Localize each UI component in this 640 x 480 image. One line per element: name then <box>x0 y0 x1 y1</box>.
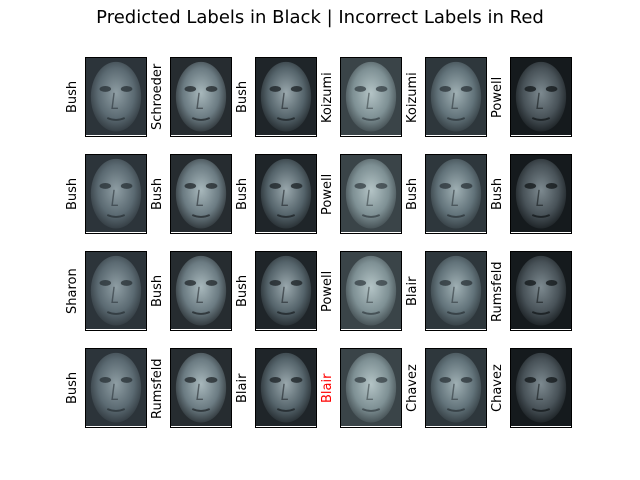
face-panel <box>85 348 147 428</box>
predicted-label: Bush <box>235 274 250 307</box>
predicted-label: Sharon <box>65 268 80 314</box>
face-panel <box>255 348 317 428</box>
face-panel <box>340 57 402 137</box>
chart-title: Predicted Labels in Black | Incorrect La… <box>96 7 544 28</box>
face-image <box>86 252 146 330</box>
face-panel <box>85 251 147 331</box>
face-panel <box>425 348 487 428</box>
predicted-label: Rumsfeld <box>150 357 165 419</box>
face-panel <box>510 348 572 428</box>
face-image <box>171 252 231 330</box>
predicted-label: Bush <box>65 371 80 404</box>
face-panel <box>170 251 232 331</box>
face-image <box>426 252 486 330</box>
predicted-label: Powell <box>490 76 505 118</box>
face-image <box>171 155 231 233</box>
face-image <box>171 58 231 136</box>
predicted-label: Powell <box>320 173 335 215</box>
face-panel <box>170 154 232 234</box>
face-image <box>86 155 146 233</box>
face-panel <box>425 251 487 331</box>
predicted-label: Schroeder <box>150 63 165 130</box>
predicted-label: Blair <box>405 276 420 306</box>
face-image <box>86 58 146 136</box>
face-panel <box>340 154 402 234</box>
face-panel <box>510 154 572 234</box>
predicted-label: Bush <box>235 80 250 113</box>
predicted-label: Koizumi <box>320 71 335 123</box>
face-image <box>511 349 571 427</box>
face-image <box>341 252 401 330</box>
predicted-label: Bush <box>235 177 250 210</box>
face-image <box>86 349 146 427</box>
face-image <box>341 58 401 136</box>
face-image <box>256 58 316 136</box>
face-image <box>341 155 401 233</box>
face-panel <box>255 57 317 137</box>
face-panel <box>85 154 147 234</box>
face-image <box>426 155 486 233</box>
predicted-label: Chavez <box>490 364 505 412</box>
predicted-label: Blair <box>235 373 250 403</box>
predicted-label: Blair <box>320 373 335 403</box>
face-panel <box>255 251 317 331</box>
predicted-label: Bush <box>405 177 420 210</box>
predicted-label: Koizumi <box>405 71 420 123</box>
predicted-label: Rumsfeld <box>490 260 505 322</box>
face-image <box>426 58 486 136</box>
face-image <box>256 252 316 330</box>
predicted-label: Chavez <box>405 364 420 412</box>
face-panel <box>255 154 317 234</box>
predicted-label: Bush <box>65 80 80 113</box>
face-image <box>426 349 486 427</box>
face-image <box>171 349 231 427</box>
predicted-label: Bush <box>150 177 165 210</box>
face-panel <box>425 154 487 234</box>
predicted-label: Powell <box>320 270 335 312</box>
face-image <box>511 155 571 233</box>
face-panel <box>340 251 402 331</box>
face-panel <box>85 57 147 137</box>
face-panel <box>170 348 232 428</box>
predicted-label: Bush <box>490 177 505 210</box>
predicted-label: Bush <box>65 177 80 210</box>
face-image <box>256 349 316 427</box>
face-panel <box>510 57 572 137</box>
face-panel <box>510 251 572 331</box>
face-image <box>511 58 571 136</box>
face-panel <box>170 57 232 137</box>
face-image <box>511 252 571 330</box>
face-image <box>341 349 401 427</box>
face-image <box>256 155 316 233</box>
face-panel <box>340 348 402 428</box>
face-panel <box>425 57 487 137</box>
predicted-label: Bush <box>150 274 165 307</box>
